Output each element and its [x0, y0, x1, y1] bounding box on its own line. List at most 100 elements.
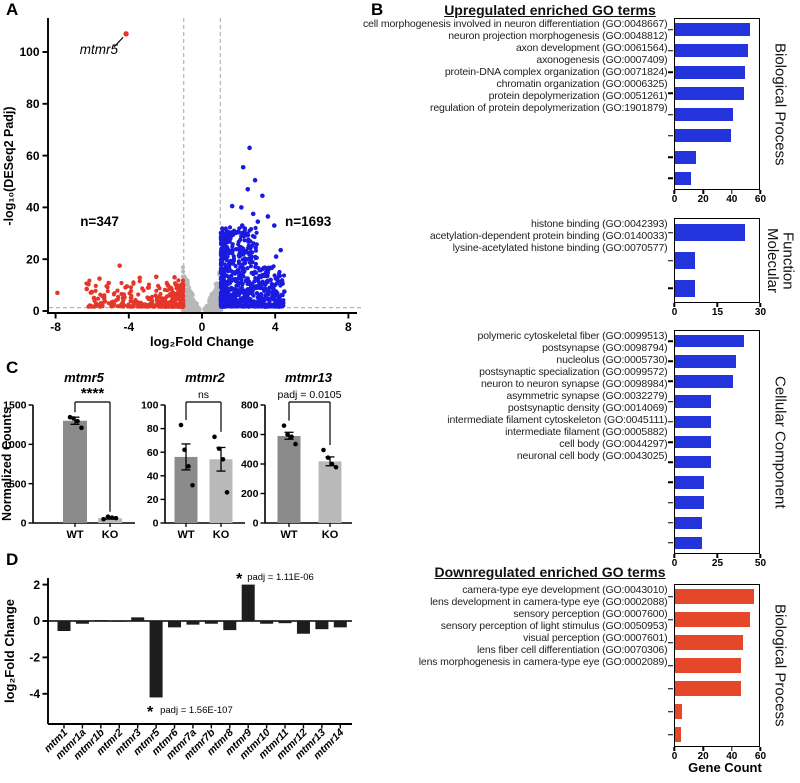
y-tick-label: 80: [147, 423, 159, 435]
y-axis-label: -log₁₀(DESeq2 Padj): [2, 106, 16, 225]
go-term-row: [668, 700, 759, 723]
go-term-label: neuron to neuron synapse (GO:0098984): [480, 378, 668, 390]
go-term-label: protein-DNA complex organization (GO:007…: [444, 66, 668, 78]
category-tick: [668, 618, 674, 621]
section-label: Biological Process: [771, 604, 789, 727]
significance-label: padj = 0.0105: [278, 389, 342, 401]
go-bar: [675, 86, 745, 100]
go-bar: [675, 727, 682, 742]
go-term-label: lysine-acetylated histone binding (GO:00…: [452, 242, 668, 254]
category-tick: [668, 481, 674, 484]
go-term-row: [668, 104, 759, 125]
go-term-label: cell body (GO:0044297): [559, 438, 668, 450]
go-bar: [675, 129, 732, 143]
x-tick-label: 0: [199, 320, 206, 334]
x-tick: [716, 554, 719, 558]
y-tick-label: 2: [33, 578, 40, 592]
go-term-label: postsynapse (GO:0098794): [542, 342, 668, 354]
category-tick: [668, 92, 674, 95]
go-term-row: [668, 19, 759, 40]
go-term-row: [668, 331, 759, 351]
go-term-label: polymeric cytoskeletal fiber (GO:0099513…: [477, 330, 668, 342]
section-label: Cellular Component: [771, 375, 789, 509]
gene-count-axis-label: Gene Count: [688, 760, 762, 775]
section-label: Biological Process: [771, 42, 789, 166]
bar-mtmr1a: [75, 621, 89, 624]
bar-mtmr7a: [186, 621, 200, 625]
category-tick: [668, 113, 674, 116]
go-bar: [675, 455, 711, 469]
x-tick: [731, 190, 733, 194]
panel-b-label: B: [371, 0, 384, 19]
go-term-label: neuron projection morphogenesis (GO:0048…: [448, 30, 668, 42]
category-tick: [668, 177, 674, 180]
padj-annotation: padj = 1.56E-107: [160, 705, 233, 716]
go-term-label: postsynaptic density (GO:0014069): [507, 402, 668, 414]
go-term-row: [668, 533, 759, 553]
upregulated-heading: Upregulated enriched GO terms: [444, 2, 656, 18]
volcano-plot: 0 20 40 60 80 100 -8 -4 0 4 8 log₂Fold Change -log₁₀…: [2, 18, 362, 349]
category-label: KO: [213, 529, 230, 541]
go-bar: [675, 44, 749, 58]
normalized-counts-axis-label: Normalized Counts: [0, 407, 14, 521]
significance-label: ****: [81, 385, 105, 402]
category-tick: [668, 259, 674, 262]
panel-c-label: C: [6, 358, 19, 377]
y-tick-label: 400: [241, 459, 259, 471]
go-term-label: sensory perception of light stimulus (GO…: [440, 620, 668, 632]
y-tick-label: 60: [147, 447, 159, 459]
y-tick-label: 60: [26, 149, 40, 163]
bar-mtmr12: [296, 621, 310, 634]
bar-mtmr10: [260, 621, 274, 624]
x-tick: [673, 747, 676, 751]
y-tick-label: 100: [19, 45, 39, 59]
mtmr5-point: [123, 31, 129, 37]
bar-mtmr1b: [94, 620, 108, 621]
x-tick-label: 50: [754, 558, 767, 569]
go-term-label: cell morphogenesis involved in neuron di…: [362, 18, 668, 30]
panel-d-label: D: [6, 550, 19, 569]
data-points-WT: [281, 423, 298, 447]
category-tick: [668, 421, 674, 423]
x-tick: [759, 554, 762, 558]
go-term-label: histone binding (GO:0042393): [531, 218, 668, 230]
upregulated-points: [218, 145, 287, 309]
go-chart-downregulated-biological-process: camera-type eye development (GO:0043010)…: [296, 584, 798, 769]
go-term-label: protein depolymerization (GO:0051261): [488, 90, 668, 102]
go-bar: [675, 476, 705, 489]
go-term-row: [668, 274, 759, 302]
x-tick: [673, 303, 676, 307]
nonsignificant-points: [180, 265, 224, 313]
x-tick: [673, 554, 676, 558]
y-tick-label: 500: [9, 478, 27, 490]
x-tick-label: 40: [726, 751, 738, 762]
go-term-row: [668, 147, 759, 168]
bar-mtmr6: [168, 621, 182, 628]
go-term-label: chromatin organization (GO:0006325): [496, 78, 668, 90]
go-bar: [675, 395, 711, 408]
go-term-label: acetylation-dependent protein binding (G…: [429, 230, 668, 242]
go-bar: [675, 415, 711, 429]
counts-chart-mtmr5: mtmr5 0 500 1000 1500 WT KO ****: [3, 370, 135, 541]
bar-mtm1: [57, 621, 71, 632]
go-term-row: [668, 493, 759, 513]
bar-mtmr3: [131, 617, 145, 621]
go-term-row: [668, 513, 759, 533]
x-axis-label: log₂Fold Change: [150, 334, 254, 349]
x-tick-label: 20: [697, 194, 709, 205]
go-bar: [675, 279, 696, 297]
y-axis-label: log₂Fold Change: [2, 599, 17, 703]
go-bar: [675, 612, 750, 627]
significance-star: *: [236, 571, 243, 588]
count-label-upregulated: n=1693: [285, 214, 332, 229]
category-tick: [668, 287, 674, 289]
go-term-label: neuronal cell body (GO:0043025): [516, 450, 668, 462]
go-term-label: intermediate filament (GO:0005882): [505, 426, 668, 438]
counts-chart-mtmr2: mtmr2 0 20 40 60 80 100 WT KO ns: [141, 370, 245, 541]
count-label-downregulated: n=347: [80, 214, 119, 229]
go-bar-plot: [668, 218, 761, 303]
x-tick-label: 8: [345, 320, 352, 334]
x-tick-label: 0: [671, 751, 678, 762]
x-tick: [759, 190, 762, 194]
